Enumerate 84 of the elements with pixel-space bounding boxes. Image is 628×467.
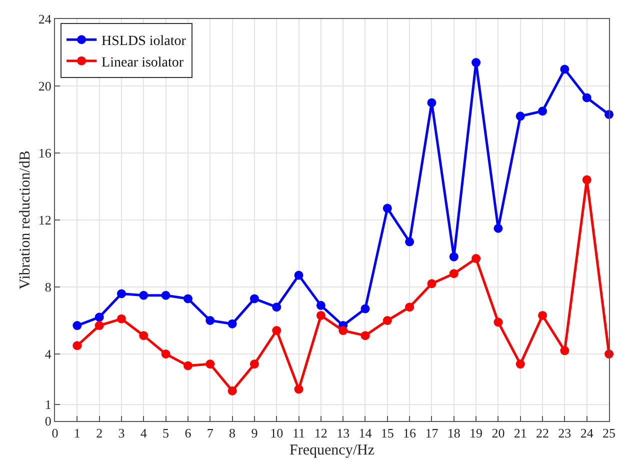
x-tick-label: 25 <box>602 426 616 441</box>
point <box>272 326 282 336</box>
x-tick-label: 3 <box>118 426 125 441</box>
point <box>449 269 458 278</box>
x-tick-label: 23 <box>558 426 572 441</box>
x-tick-label: 4 <box>140 426 148 441</box>
x-tick-label: 22 <box>536 426 550 441</box>
point <box>560 346 570 356</box>
point <box>228 386 237 396</box>
point <box>582 175 592 184</box>
point <box>94 312 104 322</box>
point <box>206 360 215 369</box>
point <box>206 316 215 325</box>
point <box>316 310 326 320</box>
x-tick-label: 15 <box>380 426 394 441</box>
point <box>494 318 503 327</box>
x-tick-label: 1 <box>74 426 80 441</box>
x-tick-label: 5 <box>162 426 170 441</box>
x-tick-label: 21 <box>514 426 527 441</box>
point <box>161 290 170 300</box>
point <box>294 270 304 280</box>
legend-label: Linear isolator <box>102 55 184 70</box>
y-tick-label: 12 <box>38 212 52 228</box>
point <box>382 204 392 213</box>
point <box>405 237 414 246</box>
y-tick-label: 4 <box>44 346 52 362</box>
point <box>272 302 282 312</box>
point <box>472 58 481 68</box>
point <box>516 112 525 121</box>
x-tick-label: 8 <box>229 426 236 441</box>
point <box>360 304 370 314</box>
x-tick-label: 17 <box>425 426 439 441</box>
point <box>183 361 192 370</box>
x-tick-label: 18 <box>447 426 460 441</box>
point <box>250 294 259 304</box>
point <box>72 321 82 330</box>
y-tick-label: 16 <box>38 146 52 161</box>
point <box>516 360 525 369</box>
x-tick-label: 6 <box>184 426 192 441</box>
x-tick-label: 2 <box>96 426 103 441</box>
point <box>560 64 570 74</box>
x-tick-label: 11 <box>292 426 306 441</box>
x-tick-label: 7 <box>206 426 214 441</box>
point <box>582 93 592 102</box>
x-tick-label: 12 <box>314 426 328 441</box>
point <box>449 252 458 262</box>
point <box>427 98 436 108</box>
x-tick-label: 10 <box>270 426 284 441</box>
y-tick-label: 24 <box>38 12 52 27</box>
y-tick-label: 0 <box>44 414 52 429</box>
point <box>94 321 104 330</box>
point <box>72 341 82 350</box>
x-tick-label: 14 <box>358 426 372 441</box>
y-tick-label: 1 <box>44 396 52 412</box>
point <box>405 302 414 312</box>
x-tick-label: 16 <box>403 426 417 441</box>
point <box>538 310 548 320</box>
point <box>139 331 148 340</box>
x-tick-label: 19 <box>470 426 483 441</box>
point <box>360 331 370 340</box>
x-tick-label: 13 <box>336 426 350 441</box>
point <box>427 279 436 288</box>
point <box>338 326 348 336</box>
legend-label: HSLDS iolator <box>102 34 186 50</box>
point <box>316 300 326 310</box>
point <box>116 289 126 298</box>
point <box>183 294 192 304</box>
y-tick-label: 20 <box>38 78 52 94</box>
x-tick-label: 24 <box>580 426 594 441</box>
x-tick-label: 9 <box>251 426 258 441</box>
x-axis-title: Frequency/Hz <box>290 442 375 459</box>
point <box>116 314 126 324</box>
point <box>382 316 392 325</box>
y-tick-label: 8 <box>44 280 52 295</box>
point <box>139 290 148 300</box>
point <box>472 254 481 264</box>
point <box>494 224 503 233</box>
point <box>250 360 259 369</box>
point <box>538 106 548 116</box>
y-axis-title: Vibration reduction/dB <box>18 150 34 290</box>
x-tick-label: 20 <box>492 426 505 441</box>
point <box>228 319 237 328</box>
point <box>294 384 304 394</box>
point <box>161 350 170 358</box>
